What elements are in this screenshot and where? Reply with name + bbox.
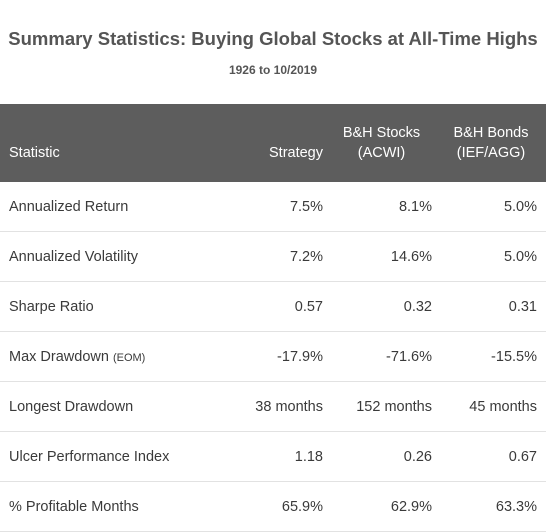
cell-bonds: 5.0% — [436, 182, 546, 232]
cell-strategy: 1.18 — [229, 431, 327, 482]
cell-stocks: 8.1% — [327, 182, 436, 232]
column-header-strategy: Strategy — [269, 145, 323, 161]
cell-bonds: 5.0% — [436, 231, 546, 282]
cell-bonds: 0.31 — [436, 281, 546, 332]
row-label-text: Longest Drawdown — [9, 398, 134, 415]
cell-stocks: -71.6% — [327, 331, 436, 382]
row-label: Longest Drawdown — [0, 381, 229, 432]
row-label-text: Sharpe Ratio — [9, 298, 94, 315]
column-header-bonds-line2: (IEF/AGG) — [456, 145, 526, 161]
cell-bonds: 45 months — [436, 381, 546, 432]
row-label-text: Ulcer Performance Index — [9, 448, 170, 465]
page-subtitle: 1926 to 10/2019 — [228, 63, 318, 77]
row-label: Annualized Return — [0, 182, 229, 232]
column-header-bonds-line1: B&H Bonds — [453, 125, 529, 141]
cell-strategy: 7.5% — [229, 182, 327, 232]
row-label: % Profitable Months — [0, 481, 229, 532]
cell-strategy: -17.9% — [229, 331, 327, 382]
row-label: Ulcer Performance Index — [0, 431, 229, 482]
cell-bonds: 63.3% — [436, 481, 546, 532]
summary-statistics-table: Statistic Strategy B&H Stocks (ACWI) B&H… — [0, 104, 546, 532]
cell-strategy: 65.9% — [229, 481, 327, 532]
column-header-bonds: B&H Bonds (IEF/AGG) — [436, 104, 546, 182]
column-header-stocks: B&H Stocks (ACWI) — [327, 104, 436, 182]
cell-stocks: 152 months — [327, 381, 436, 432]
table-row: % Profitable Months 65.9% 62.9% 63.3% — [0, 481, 546, 532]
row-label-note: (EOM) — [112, 351, 146, 364]
table-row: Max Drawdown (EOM) -17.9% -71.6% -15.5% — [0, 331, 546, 382]
cell-stocks: 14.6% — [327, 231, 436, 282]
column-header-stocks-line1: B&H Stocks — [342, 125, 421, 141]
cell-strategy: 0.57 — [229, 281, 327, 332]
cell-strategy: 7.2% — [229, 231, 327, 282]
table-row: Sharpe Ratio 0.57 0.32 0.31 — [0, 281, 546, 332]
row-label-text: Annualized Volatility — [9, 248, 138, 265]
column-header-stocks-line2: (ACWI) — [357, 145, 406, 161]
cell-stocks: 0.32 — [327, 281, 436, 332]
page-title: Summary Statistics: Buying Global Stocks… — [8, 28, 538, 49]
table-row: Ulcer Performance Index 1.18 0.26 0.67 — [0, 431, 546, 482]
table-header-row: Statistic Strategy B&H Stocks (ACWI) B&H… — [0, 104, 546, 182]
cell-stocks: 0.26 — [327, 431, 436, 482]
table-body: Annualized Return 7.5% 8.1% 5.0% Annuali… — [0, 182, 546, 532]
table-row: Longest Drawdown 38 months 152 months 45… — [0, 381, 546, 432]
row-label: Max Drawdown (EOM) — [0, 331, 229, 382]
column-header-statistic: Statistic — [9, 145, 60, 161]
cell-bonds: 0.67 — [436, 431, 546, 482]
table-row: Annualized Return 7.5% 8.1% 5.0% — [0, 182, 546, 232]
table-header: Statistic Strategy B&H Stocks (ACWI) B&H… — [0, 104, 546, 182]
row-label: Annualized Volatility — [0, 231, 229, 282]
table-row: Annualized Volatility 7.2% 14.6% 5.0% — [0, 231, 546, 282]
row-label-text: Annualized Return — [9, 198, 129, 215]
row-label: Sharpe Ratio — [0, 281, 229, 332]
cell-stocks: 62.9% — [327, 481, 436, 532]
cell-strategy: 38 months — [229, 381, 327, 432]
row-label-text: % Profitable Months — [9, 498, 139, 515]
cell-bonds: -15.5% — [436, 331, 546, 382]
row-label-text: Max Drawdown — [9, 348, 109, 365]
